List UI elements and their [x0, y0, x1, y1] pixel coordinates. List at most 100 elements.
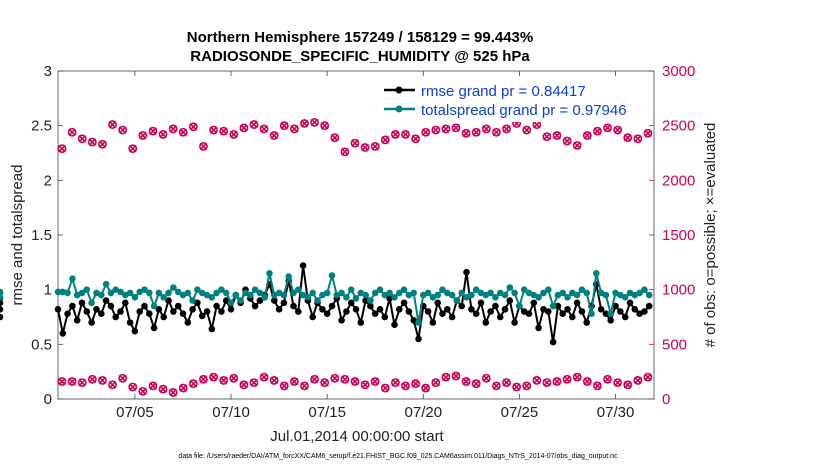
obs-evaluated-circle — [360, 380, 370, 390]
spread-point — [247, 291, 254, 299]
obs-evaluated-overlay-point — [280, 121, 289, 130]
rmse-point — [59, 330, 67, 337]
obs-evaluated-point — [230, 374, 238, 382]
rmse-point — [73, 317, 81, 324]
obs-evaluated-circle — [269, 376, 279, 385]
obs-evaluated-overlay-point — [634, 135, 642, 143]
obs-evaluated-overlay-point — [240, 124, 248, 132]
spread-point — [218, 286, 225, 294]
spread-point — [396, 289, 403, 297]
obs-evaluated-overlay-point — [118, 126, 127, 134]
obs-possible-point — [229, 130, 239, 139]
rmse-point — [367, 302, 374, 310]
rmse-point — [165, 297, 172, 304]
obs-evaluated-point — [310, 375, 319, 384]
obs-evaluated-overlay-point — [482, 125, 491, 133]
obs-evaluated-circle — [542, 378, 552, 387]
rmse-point — [554, 302, 562, 310]
obs-evaluated-circle — [219, 376, 229, 385]
obs-possible-point — [643, 128, 653, 138]
obs-evaluated-circle — [259, 372, 269, 382]
obs-evaluated-overlay-point — [98, 140, 107, 149]
obs-evaluated-point — [421, 384, 430, 392]
obs-possible-point — [138, 131, 148, 140]
obs-possible-point — [350, 138, 360, 148]
obs-evaluated-circle — [138, 386, 148, 396]
obs-evaluated-overlay-point — [502, 125, 511, 133]
rmse-point — [549, 338, 557, 346]
obs-possible-point — [118, 125, 128, 135]
spread-point — [232, 291, 240, 299]
obs-evaluated-circle — [593, 381, 602, 391]
spread-point — [573, 291, 581, 299]
obs-evaluated-circle — [158, 384, 168, 394]
obs-evaluated-overlay-point — [533, 120, 541, 129]
obs-evaluated-circle — [390, 378, 400, 387]
rmse-point — [645, 302, 653, 310]
spread-point — [328, 272, 336, 279]
rmse-point — [535, 324, 542, 332]
obs-evaluated-overlay-point — [219, 127, 228, 135]
spread-point — [520, 286, 528, 294]
spread-point — [371, 289, 379, 297]
obs-possible-point — [77, 134, 87, 144]
rmse-point — [280, 299, 288, 307]
obs-evaluated-overlay-point — [593, 127, 602, 135]
obs-evaluated-overlay-point — [300, 119, 309, 128]
obs-evaluated-circle — [87, 374, 97, 384]
rmse-point — [492, 302, 499, 310]
rmse-point — [160, 313, 167, 321]
rmse-point — [203, 308, 211, 315]
series-spread — [0, 270, 653, 326]
rmse-point — [458, 302, 466, 310]
spread-point — [583, 289, 590, 297]
rmse-point — [319, 306, 326, 313]
obs-evaluated-overlay-point — [169, 125, 177, 133]
obs-possible-point — [279, 121, 289, 131]
obs-evaluated-circle — [562, 374, 572, 384]
rmse-point — [117, 308, 124, 315]
spread-point — [468, 291, 475, 299]
obs-evaluated-point — [341, 375, 349, 384]
obs-evaluated-circle — [623, 380, 633, 390]
obs-evaluated-point — [543, 378, 551, 387]
rmse-point — [78, 299, 86, 307]
obs-evaluated-circle — [128, 382, 138, 392]
spread-point — [535, 294, 542, 301]
spread-point — [492, 294, 499, 301]
spread-point — [511, 289, 518, 297]
spread-point — [578, 286, 586, 294]
obs-evaluated-point — [644, 373, 652, 381]
rmse-point — [275, 306, 283, 313]
obs-possible-point — [451, 123, 461, 133]
obs-evaluated-point — [149, 382, 157, 390]
obs-evaluated-point — [169, 388, 177, 397]
obs-possible-point — [411, 134, 420, 144]
obs-evaluated-point — [482, 374, 491, 382]
rmse-point — [227, 306, 235, 313]
spread-point — [501, 291, 509, 299]
spread-point — [184, 289, 192, 297]
obs-evaluated-point — [603, 375, 612, 384]
rmse-point — [617, 308, 624, 315]
obs-evaluated-circle — [572, 372, 582, 382]
obs-evaluated-overlay-point — [209, 126, 218, 134]
obs-possible-point — [209, 125, 218, 135]
obs-evaluated-point — [634, 376, 642, 385]
spread-point — [636, 289, 643, 297]
obs-evaluated-circle — [441, 372, 451, 382]
rmse-point — [482, 319, 490, 326]
obs-possible-point — [603, 123, 612, 133]
rmse-point — [501, 306, 509, 313]
spread-point — [352, 295, 360, 302]
obs-evaluated-circle — [330, 373, 340, 383]
rmse-point — [564, 306, 571, 313]
spread-point — [54, 288, 62, 296]
obs-evaluated-circle — [582, 377, 592, 386]
legend-label-spread: totalspread grand pr = 0.97946 — [421, 102, 627, 119]
obs-possible-point — [67, 127, 77, 137]
rmse-point — [631, 306, 639, 313]
spread-point — [641, 286, 648, 294]
obs-evaluated-overlay-point — [230, 130, 238, 139]
obs-evaluated-point — [118, 374, 127, 382]
